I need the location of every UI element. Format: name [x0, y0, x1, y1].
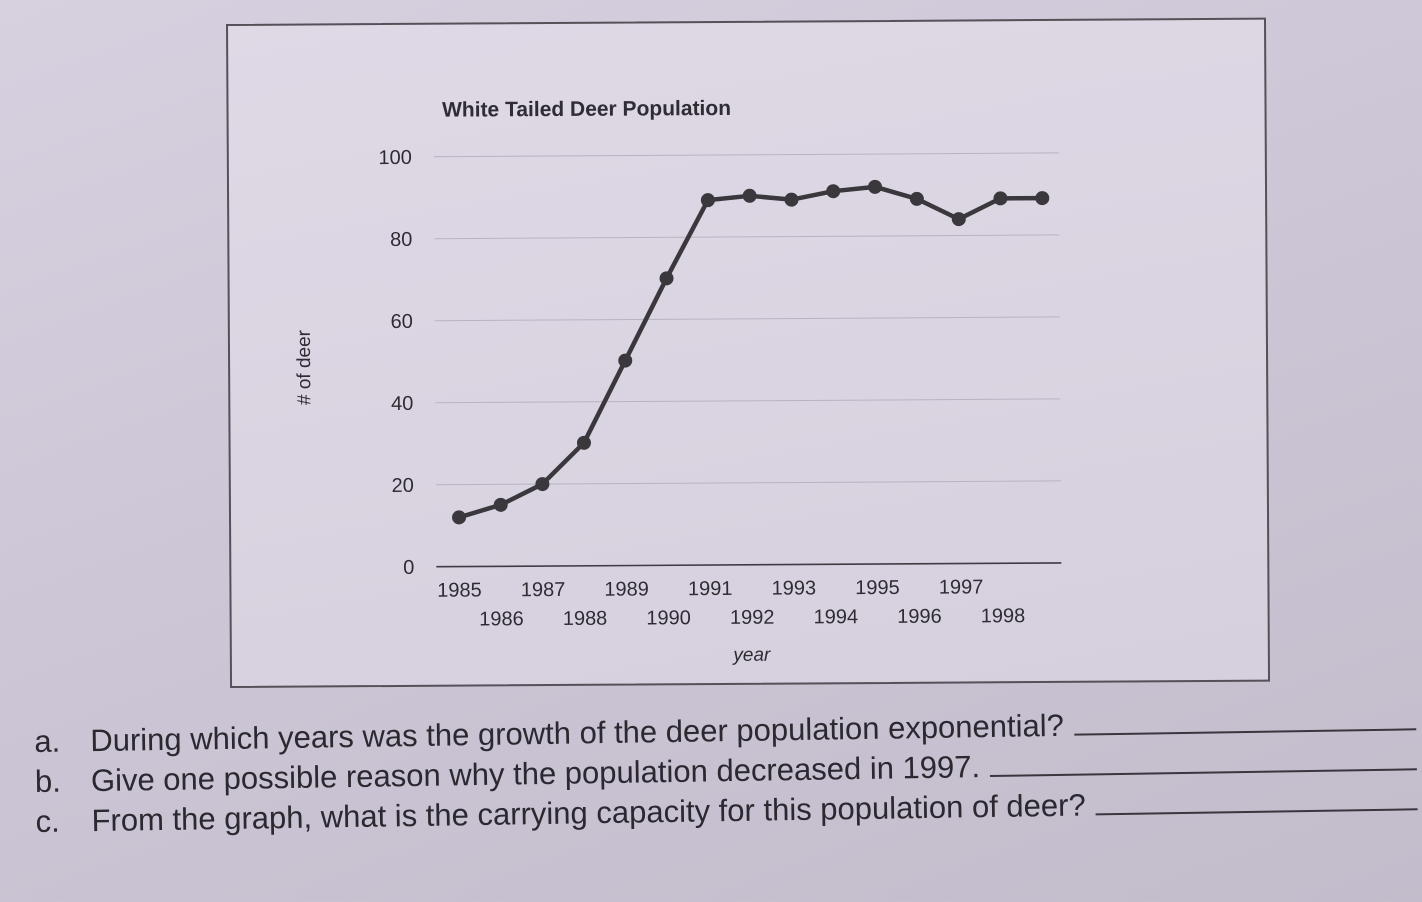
gridline-60 — [434, 316, 1060, 322]
y-tick-label-0: 0 — [403, 557, 414, 579]
x-tick-label-1990: 1990 — [646, 607, 691, 629]
gridline-100 — [433, 152, 1059, 158]
x-tick-label-1988: 1988 — [563, 608, 608, 630]
deer-population-chart: 0 20 40 60 80 100 1985 1987 1989 1991 1993 1995 199… — [294, 97, 1062, 666]
data-point-1985 — [452, 510, 467, 525]
data-point-1989 — [618, 353, 633, 368]
questions-section: a. During which years was the growth of … — [34, 700, 1422, 842]
x-axis-title: year — [731, 645, 771, 666]
x-tick-label-1993: 1993 — [772, 577, 817, 599]
question-a-answer-blank[interactable] — [1073, 702, 1417, 736]
series-layer — [452, 179, 1050, 525]
data-point-1995 — [868, 179, 883, 194]
data-point-1987 — [535, 477, 550, 492]
x-tick-label-1997: 1997 — [939, 576, 984, 598]
gridline-20 — [435, 480, 1061, 486]
x-tick-label-1991: 1991 — [688, 578, 733, 600]
x-tick-label-1995: 1995 — [855, 577, 900, 599]
y-tick-label-60: 60 — [391, 311, 413, 333]
x-tick-label-1996: 1996 — [897, 606, 942, 628]
data-point-1986 — [493, 497, 508, 512]
data-point-1991 — [700, 193, 715, 208]
grid-lines — [433, 152, 1061, 486]
question-c-letter: c. — [35, 803, 60, 839]
x-axis-line — [436, 562, 1062, 568]
y-axis-title: # of deer — [294, 329, 315, 405]
gridline-40 — [435, 398, 1061, 404]
x-tick-labels: 1985 1987 1989 1991 1993 1995 1997 1986 1988 1990… — [437, 576, 1026, 630]
data-point-1988 — [576, 435, 591, 450]
x-tick-label-1987: 1987 — [521, 579, 566, 601]
x-tick-label-1998: 1998 — [981, 605, 1026, 627]
question-b-letter: b. — [34, 763, 62, 799]
y-tick-label-100: 100 — [378, 147, 412, 169]
x-tick-label-1989: 1989 — [604, 578, 649, 600]
y-tick-label-80: 80 — [390, 229, 412, 251]
data-point-1996 — [909, 191, 924, 206]
y-tick-label-40: 40 — [391, 393, 413, 415]
chart-title: White Tailed Deer Population — [442, 97, 731, 122]
data-point-1992 — [742, 188, 757, 203]
x-tick-label-1994: 1994 — [814, 606, 859, 628]
data-point-1999 — [1035, 191, 1050, 206]
chart-frame: 0 20 40 60 80 100 1985 1987 1989 1991 1993 1995 199… — [226, 17, 1271, 688]
question-b-answer-blank[interactable] — [989, 742, 1417, 777]
y-tick-label-20: 20 — [392, 475, 414, 497]
question-a-letter: a. — [34, 723, 61, 759]
x-tick-label-1986: 1986 — [479, 608, 524, 630]
question-c-answer-blank[interactable] — [1095, 782, 1418, 816]
data-point-1998 — [993, 191, 1008, 206]
data-point-1994 — [826, 184, 841, 199]
x-tick-label-1985: 1985 — [437, 579, 482, 601]
data-point-1997 — [951, 212, 966, 227]
gridline-80 — [434, 234, 1060, 240]
data-point-1993 — [784, 192, 799, 207]
x-tick-label-1992: 1992 — [730, 607, 775, 629]
y-tick-labels: 0 20 40 60 80 100 — [378, 147, 414, 579]
data-point-1990 — [659, 271, 674, 286]
